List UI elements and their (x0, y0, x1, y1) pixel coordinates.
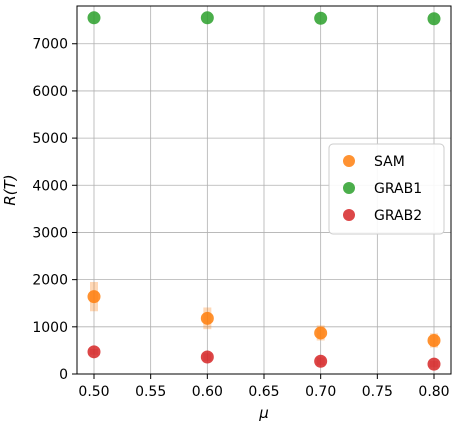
legend-item-sam: SAM (343, 154, 405, 170)
x-tick-label: 0.75 (362, 384, 393, 400)
legend-label: GRAB2 (374, 208, 422, 224)
legend-box (328, 143, 445, 235)
data-point (87, 290, 101, 304)
y-tick-label: 4000 (32, 178, 68, 194)
x-tick-label: 0.55 (135, 384, 166, 400)
x-tick-label: 0.65 (248, 384, 279, 400)
legend-label: GRAB1 (374, 181, 422, 197)
x-tick-label: 0.60 (192, 384, 223, 400)
y-tick-label: 6000 (32, 84, 68, 100)
y-tick-label: 5000 (32, 131, 68, 147)
data-point (427, 12, 441, 26)
data-layer (87, 11, 441, 371)
legend-item-grab1: GRAB1 (343, 181, 422, 197)
data-point (314, 11, 328, 25)
legend-item-grab2: GRAB2 (343, 208, 422, 224)
data-point (87, 11, 101, 25)
ticks: 0.50 0.55 0.60 0.65 0.70 0.75 0.80 0 1000 2000 300… (32, 37, 449, 400)
data-point (200, 11, 214, 25)
data-point (427, 334, 441, 348)
legend-label: SAM (374, 154, 405, 170)
y-tick-label: 7000 (32, 37, 68, 53)
y-tick-label: 3000 (32, 225, 68, 241)
series-grab1 (87, 11, 441, 26)
legend-marker (343, 182, 355, 194)
x-tick-label: 0.50 (78, 384, 109, 400)
legend-marker (343, 209, 355, 221)
y-tick-label: 2000 (32, 273, 68, 289)
x-tick-label: 0.80 (418, 384, 449, 400)
series-grab2 (87, 345, 441, 371)
x-axis-label: μ (258, 404, 269, 422)
legend: SAM GRAB1 GRAB2 (328, 143, 445, 235)
data-point (200, 350, 214, 364)
y-axis-label: R(T) (1, 174, 19, 205)
y-tick-label: 1000 (32, 320, 68, 336)
data-point (314, 326, 328, 340)
data-point (427, 357, 441, 371)
series-sam (87, 282, 441, 348)
data-point (87, 345, 101, 359)
x-tick-label: 0.70 (305, 384, 336, 400)
data-point (200, 311, 214, 325)
data-point (314, 354, 328, 368)
y-tick-label: 0 (59, 367, 68, 383)
legend-marker (343, 155, 355, 167)
